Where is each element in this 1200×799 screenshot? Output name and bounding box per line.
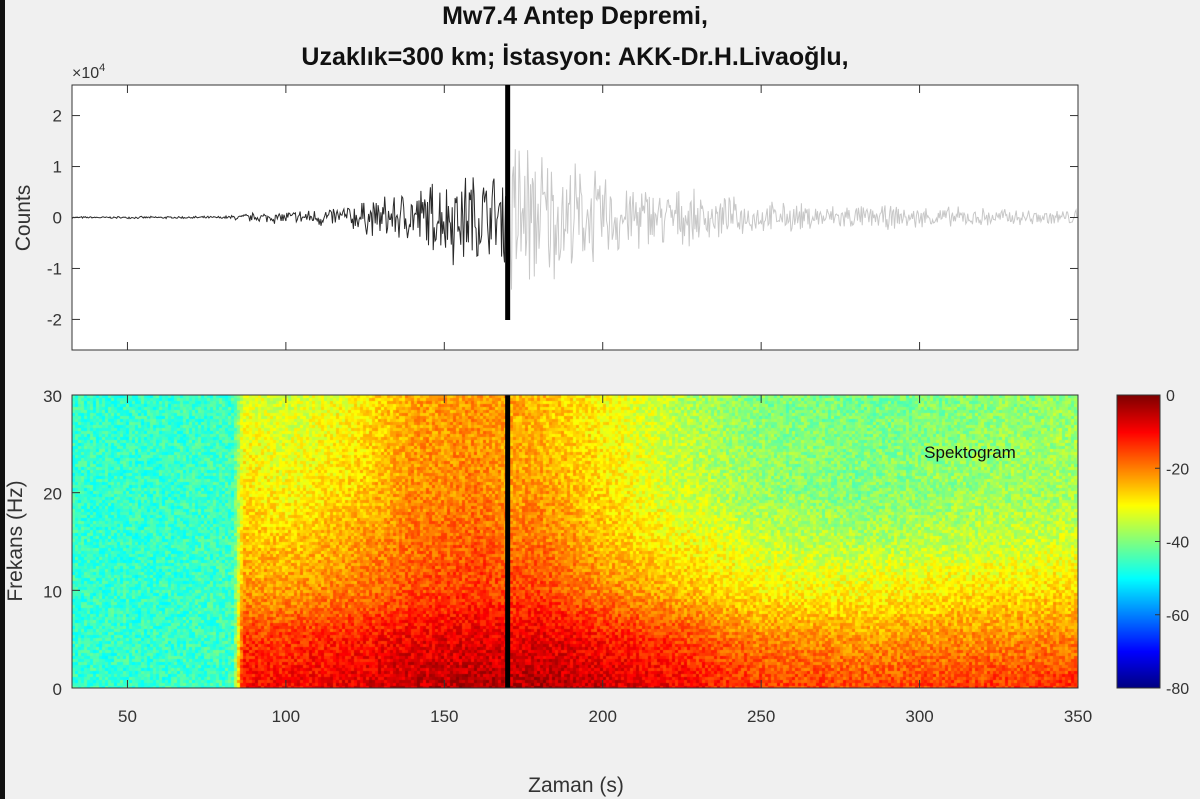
spectrogram-xtick-label: 350 bbox=[1064, 707, 1092, 726]
waveform-y-label: Counts bbox=[12, 185, 35, 252]
colorbar-tick-label: -60 bbox=[1166, 608, 1189, 625]
waveform-ytick-label: 1 bbox=[53, 158, 62, 177]
spectrogram-ytick-label: 20 bbox=[43, 485, 62, 504]
colorbar-frame bbox=[1116, 394, 1161, 689]
chart-title-line1: Mw7.4 Antep Depremi, bbox=[442, 2, 708, 30]
spectrogram-y-label: Frekans (Hz) bbox=[4, 480, 27, 601]
waveform-series-0 bbox=[71, 177, 508, 296]
spectrogram-xtick-label: 300 bbox=[905, 707, 933, 726]
colorbar-tick-label: -20 bbox=[1166, 461, 1189, 478]
spectrogram-axes bbox=[71, 394, 1079, 689]
spectrogram-xtick-label: 150 bbox=[430, 707, 458, 726]
spectrogram-ytick-label: 30 bbox=[43, 387, 62, 406]
spectrogram-xtick-label: 50 bbox=[118, 707, 137, 726]
spectrogram-ytick-label: 0 bbox=[53, 680, 62, 699]
spectrogram-xtick-label: 100 bbox=[272, 707, 300, 726]
spectrogram-xtick-label: 250 bbox=[747, 707, 775, 726]
waveform-ytick-label: -1 bbox=[47, 259, 62, 278]
colorbar-tick-label: -40 bbox=[1166, 535, 1189, 552]
spectrogram-label: Spektogram bbox=[924, 443, 1016, 462]
waveform-series-1 bbox=[507, 149, 1078, 290]
colorbar-tick-label: -80 bbox=[1166, 681, 1189, 698]
x-axis-label: Zaman (s) bbox=[528, 774, 624, 797]
waveform-ytick-label: -2 bbox=[47, 310, 62, 329]
spectrogram-heatmap bbox=[72, 395, 1078, 688]
spectrogram-xtick-label: 200 bbox=[589, 707, 617, 726]
waveform-ytick-label: 2 bbox=[53, 107, 62, 126]
colorbar-gradient bbox=[1117, 395, 1160, 688]
left-border bbox=[0, 0, 5, 799]
y-multiplier: ×104 bbox=[72, 62, 105, 82]
waveform-group bbox=[71, 149, 1078, 296]
spectrogram-ytick-label: 10 bbox=[43, 582, 62, 601]
waveform-ytick-label: 0 bbox=[53, 209, 62, 228]
chart-title-line2: Uzaklık=300 km; İstasyon: AKK-Dr.H.Livao… bbox=[301, 43, 849, 71]
colorbar-tick-label: 0 bbox=[1166, 388, 1175, 405]
waveform-axes bbox=[71, 84, 1079, 351]
